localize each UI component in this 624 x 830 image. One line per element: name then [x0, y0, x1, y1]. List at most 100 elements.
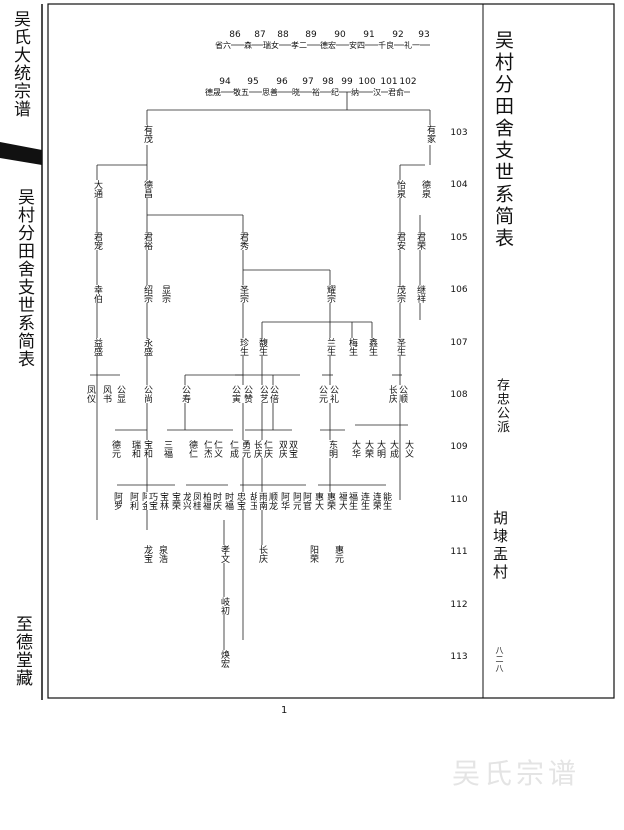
person: 双庆: [277, 440, 287, 458]
person: 惠大: [313, 492, 323, 510]
person: 仁成: [228, 440, 238, 458]
generation-number: 109: [450, 442, 468, 453]
person: 公礼: [328, 385, 338, 403]
hall-name: 至德堂藏: [12, 615, 32, 687]
lineage-name: 德宏: [320, 40, 336, 51]
person: 时福: [223, 492, 233, 510]
person: 焕宏: [219, 650, 229, 668]
lineage-number: 95: [247, 77, 259, 87]
lineage-name: 安四: [349, 40, 365, 51]
person: 公倍: [268, 385, 278, 403]
person: 继祥: [415, 285, 425, 303]
lineage-number: 100: [358, 77, 376, 87]
person: 绍宗: [142, 285, 152, 303]
branch-name: 存忠公派: [494, 378, 509, 434]
person: 君宠: [92, 232, 102, 250]
person: 龙兴: [181, 492, 191, 510]
person: 大华: [350, 440, 360, 458]
person: 瑞和: [130, 440, 140, 458]
generation-number: 112: [450, 599, 468, 610]
person: 德泉: [420, 180, 430, 198]
generation-number: 110: [450, 494, 468, 505]
lineage-name: 汉: [373, 87, 381, 98]
lineage-number: 89: [305, 30, 317, 40]
lineage-name: 裕: [312, 87, 320, 98]
person: 长庆: [387, 385, 397, 403]
person: 大荣: [363, 440, 373, 458]
generation-number: 113: [450, 652, 468, 662]
person: 惠元: [333, 545, 343, 563]
person: 风书: [101, 385, 111, 403]
person: 显宗: [160, 285, 170, 303]
person: 阿罗: [112, 492, 122, 510]
person: 时庆: [211, 492, 221, 510]
person: 大明: [375, 440, 385, 458]
person: 公艺: [258, 385, 268, 403]
person: 凤仪: [85, 385, 95, 403]
person: 公寿: [180, 385, 190, 403]
generation-number: 106: [450, 285, 468, 296]
person: 巧宝: [147, 492, 157, 510]
person: 仁庆: [262, 440, 272, 458]
person: 大成: [388, 440, 398, 458]
person: 能生: [381, 492, 391, 510]
person: 公顺: [397, 385, 407, 403]
person: 岐初: [219, 597, 229, 615]
person: 连生: [359, 492, 369, 510]
generation-number: 108: [450, 390, 468, 400]
person: 德昌: [142, 180, 152, 198]
generation-number: 107: [450, 337, 468, 348]
person: 君秀: [238, 232, 248, 250]
person: 阿利: [128, 492, 138, 510]
person: 宝荣: [170, 492, 180, 510]
person: 兰生: [325, 338, 335, 356]
lineage-name: 省六: [215, 40, 231, 51]
person: 阿官: [301, 492, 311, 510]
lineage-number: 92: [392, 30, 404, 40]
person: 有茂: [142, 125, 152, 143]
person: 耀宗: [325, 285, 335, 303]
person: 连荣: [371, 492, 381, 510]
person: 君裕: [142, 232, 152, 250]
lineage-name: 孝二: [291, 40, 307, 51]
person: 泉浩: [157, 545, 167, 563]
person: 大义: [403, 440, 413, 458]
lineage-number: 97: [302, 77, 314, 87]
generation-number: 103: [450, 128, 468, 138]
person: 大通: [92, 180, 102, 198]
person: 福生: [347, 492, 357, 510]
lineage-name: 瑞女: [263, 40, 279, 51]
lineage-name: 礼一: [404, 40, 420, 51]
lineage-number: 86: [229, 30, 241, 40]
person: 珍生: [238, 338, 248, 356]
person: 公显: [115, 385, 125, 403]
person: 柏福: [201, 492, 211, 510]
person: 仁杰: [202, 440, 212, 458]
lineage-name: 君俞: [388, 87, 404, 98]
person: 公尚: [142, 385, 152, 403]
person: 宝林: [158, 492, 168, 510]
lineage-name: 晓: [292, 87, 300, 98]
person: 有家: [425, 125, 435, 143]
person: 鑫生: [367, 338, 377, 356]
person: 德仁: [187, 440, 197, 458]
person: 怡泉: [395, 180, 405, 198]
frame-title: 吴村分田舍支世系简表: [492, 30, 514, 250]
person: 茂宗: [395, 285, 405, 303]
person: 福大: [337, 492, 347, 510]
lineage-number: 93: [418, 30, 430, 40]
person: 梅生: [347, 338, 357, 356]
person: 东明: [327, 440, 337, 458]
lineage-name: 森: [244, 40, 252, 51]
person: 幸伯: [92, 285, 102, 303]
person: 仁义: [212, 440, 222, 458]
lineage-number: 94: [219, 77, 231, 87]
person: 龙宝: [142, 545, 152, 563]
folio: 八二八: [495, 646, 504, 673]
person: 君安: [395, 232, 405, 250]
lineage-name: 千良: [378, 40, 394, 51]
lineage-name: 纳: [351, 87, 359, 98]
lineage-number: 90: [334, 30, 346, 40]
